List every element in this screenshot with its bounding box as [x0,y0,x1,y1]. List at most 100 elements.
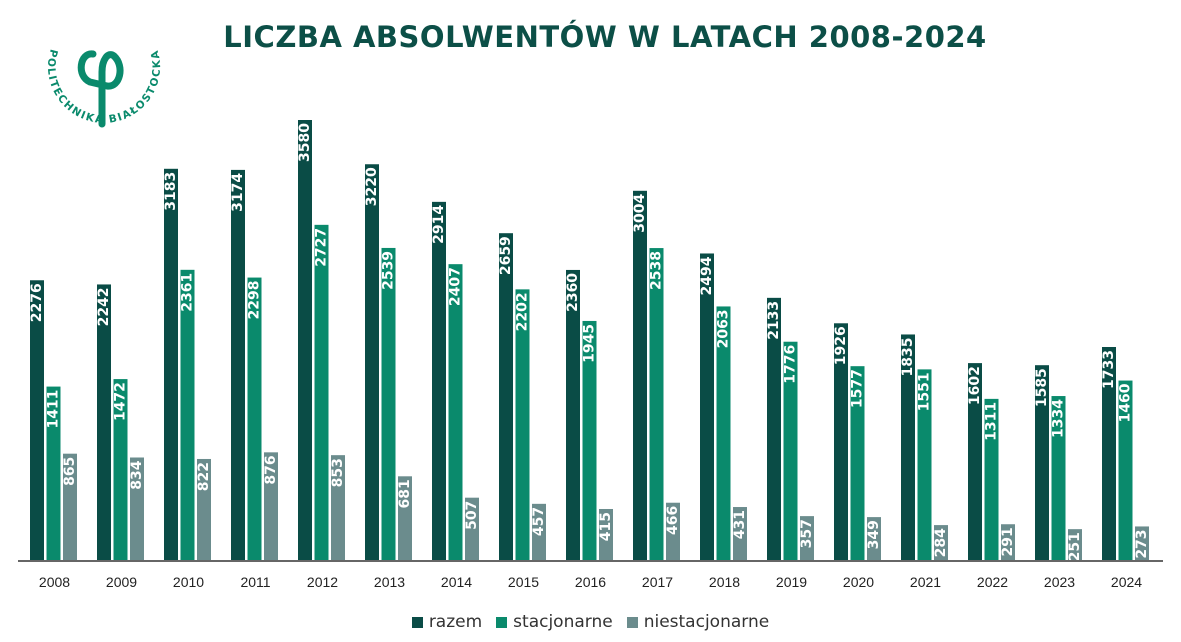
x-tick-label-2024: 2024 [1111,574,1142,590]
x-tick-label-2010: 2010 [173,574,204,590]
x-tick-label-2008: 2008 [39,574,70,590]
data-label-niestacjonarne-2008: 865 [62,457,78,486]
bar-stacjonarne-2019 [783,341,798,560]
bar-razem-2024 [1102,347,1116,560]
x-tick-label-2015: 2015 [508,574,539,590]
data-label-niestacjonarne-2012: 853 [330,458,346,487]
data-label-razem-2015: 2659 [498,236,514,275]
data-label-niestacjonarne-2022: 291 [1000,527,1016,556]
legend-swatch-razem [411,616,423,628]
bar-razem-2022 [968,363,982,560]
data-label-niestacjonarne-2015: 457 [531,507,547,536]
data-label-razem-2017: 3004 [632,194,648,233]
data-label-niestacjonarne-2018: 431 [732,510,748,539]
data-label-stacjonarne-2015: 2202 [515,292,531,331]
bar-niestacjonarne-2010 [197,458,211,560]
bar-stacjonarne-2016 [582,320,597,560]
bar-niestacjonarne-2014 [465,497,479,560]
bar-razem-2021 [901,334,915,560]
data-label-stacjonarne-2014: 2407 [448,267,464,306]
bar-stacjonarne-2011 [247,277,262,560]
data-label-stacjonarne-2012: 2727 [314,228,330,267]
x-tick-label-2023: 2023 [1044,574,1075,590]
data-label-razem-2016: 2360 [565,273,581,312]
legend-label-razem: razem [428,612,483,632]
bar-stacjonarne-2024 [1118,380,1133,560]
bar-niestacjonarne-2008 [63,453,77,560]
bar-stacjonarne-2017 [649,248,664,561]
data-label-razem-2021: 1835 [900,337,916,376]
x-tick-label-2013: 2013 [374,574,405,590]
data-label-niestacjonarne-2017: 466 [665,506,681,535]
data-label-razem-2024: 1733 [1101,350,1117,389]
x-tick-label-2019: 2019 [776,574,807,590]
data-label-razem-2010: 3183 [163,172,179,211]
data-label-niestacjonarne-2009: 834 [129,460,145,489]
bar-razem-2018 [700,253,714,560]
bar-razem-2009 [97,284,111,560]
data-label-niestacjonarne-2019: 357 [799,519,815,548]
bar-razem-2011 [231,169,245,560]
data-label-razem-2020: 1926 [833,326,849,365]
data-label-niestacjonarne-2013: 681 [397,479,413,508]
legend-item-razem: razem [411,612,483,632]
bar-stacjonarne-2012 [314,224,329,560]
bar-stacjonarne-2010 [180,269,195,560]
data-label-niestacjonarne-2016: 415 [598,512,614,541]
data-label-razem-2018: 2494 [699,256,715,295]
x-tick-label-2016: 2016 [575,574,606,590]
x-tick-label-2021: 2021 [910,574,941,590]
bar-razem-2008 [30,280,44,560]
data-label-niestacjonarne-2023: 251 [1067,532,1083,561]
bar-stacjonarne-2023 [1051,396,1066,560]
bar-razem-2015 [499,233,513,560]
data-label-niestacjonarne-2021: 284 [933,528,949,557]
data-label-stacjonarne-2019: 1776 [783,345,799,384]
legend-label-stacjonarne: stacjonarne [513,612,613,632]
bar-stacjonarne-2015 [515,289,530,560]
data-label-razem-2011: 3174 [230,173,246,212]
data-label-niestacjonarne-2011: 876 [263,455,279,484]
pb-logo-icon: POLITECHNIKA BIAŁOSTOCKA [45,48,162,128]
data-label-stacjonarne-2022: 1311 [984,402,1000,441]
bar-stacjonarne-2021 [917,369,932,560]
bar-niestacjonarne-2024 [1135,526,1149,560]
bar-niestacjonarne-2015 [532,503,546,560]
bar-stacjonarne-2008 [46,386,61,560]
bar-niestacjonarne-2019 [800,516,814,560]
bar-niestacjonarne-2021 [934,525,948,560]
x-tick-label-2009: 2009 [106,574,137,590]
x-tick-label-2011: 2011 [240,574,270,590]
data-label-razem-2013: 3220 [364,167,380,206]
data-label-niestacjonarne-2024: 273 [1134,529,1150,558]
data-label-razem-2009: 2242 [96,287,112,326]
data-label-stacjonarne-2021: 1551 [917,372,933,411]
x-tick-label-2014: 2014 [441,574,472,590]
data-label-razem-2012: 3580 [297,123,313,162]
bar-stacjonarne-2020 [850,366,865,560]
x-tick-label-2012: 2012 [307,574,338,590]
data-label-stacjonarne-2017: 2538 [649,251,665,290]
data-label-stacjonarne-2009: 1472 [113,382,129,421]
x-tick-label-2017: 2017 [642,574,673,590]
bar-stacjonarne-2013 [381,247,396,560]
bar-razem-2023 [1035,365,1049,560]
data-label-stacjonarne-2016: 1945 [582,324,598,363]
bar-stacjonarne-2018 [716,306,731,560]
legend: razem stacjonarne niestacjonarne [0,612,1181,632]
data-label-razem-2022: 1602 [967,366,983,405]
x-tick-label-2018: 2018 [709,574,740,590]
bar-razem-2013 [365,164,379,561]
legend-swatch-niestacjonarne [626,616,638,628]
bar-niestacjonarne-2009 [130,457,144,560]
data-label-stacjonarne-2018: 2063 [716,309,732,348]
bar-niestacjonarne-2023 [1068,529,1082,560]
x-tick-label-2020: 2020 [843,574,874,590]
data-label-niestacjonarne-2010: 822 [196,462,212,491]
bar-stacjonarne-2009 [113,379,128,560]
bar-razem-2012 [298,120,312,560]
data-label-stacjonarne-2024: 1460 [1118,383,1134,422]
data-label-stacjonarne-2011: 2298 [247,281,263,320]
legend-item-niestacjonarne: niestacjonarne [626,612,769,632]
bar-razem-2016 [566,269,580,560]
